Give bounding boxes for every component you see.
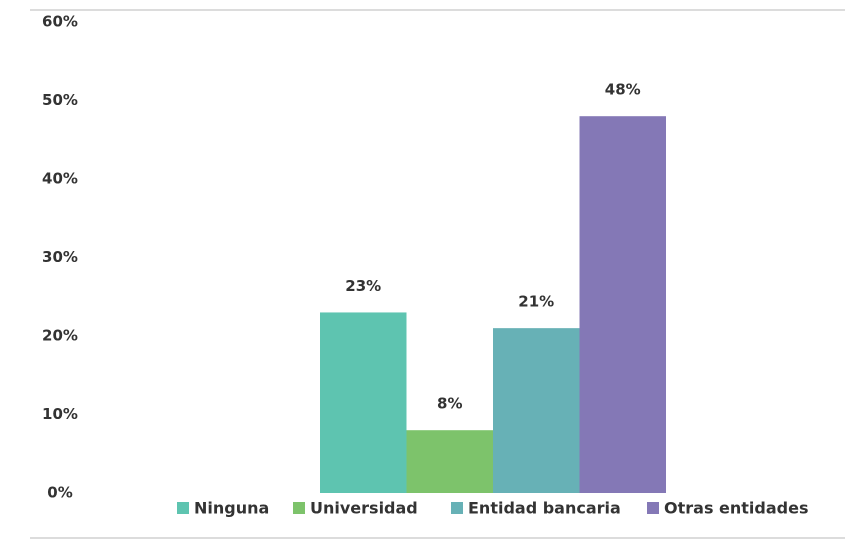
bar bbox=[406, 430, 493, 493]
y-tick-label: 40% bbox=[42, 170, 78, 188]
legend-label: Otras entidades bbox=[664, 499, 808, 518]
legend-label: Ninguna bbox=[194, 499, 269, 518]
legend-label: Entidad bancaria bbox=[468, 499, 621, 518]
y-tick-label: 20% bbox=[42, 327, 78, 345]
bar bbox=[493, 328, 580, 493]
legend-swatch bbox=[451, 502, 463, 514]
y-tick-label: 50% bbox=[42, 91, 78, 109]
y-tick-label: 60% bbox=[42, 13, 78, 31]
legend-swatch bbox=[293, 502, 305, 514]
data-label: 48% bbox=[605, 81, 641, 99]
bar bbox=[320, 312, 407, 493]
legend-swatch bbox=[177, 502, 189, 514]
y-tick-label: 10% bbox=[42, 405, 78, 423]
data-label: 21% bbox=[518, 293, 554, 311]
legend-swatch bbox=[647, 502, 659, 514]
y-tick-label: 30% bbox=[42, 248, 78, 266]
data-label: 23% bbox=[345, 277, 381, 295]
y-tick-label: 0% bbox=[47, 484, 72, 502]
legend-label: Universidad bbox=[310, 499, 418, 518]
data-label: 8% bbox=[437, 395, 462, 413]
bar bbox=[579, 116, 666, 493]
